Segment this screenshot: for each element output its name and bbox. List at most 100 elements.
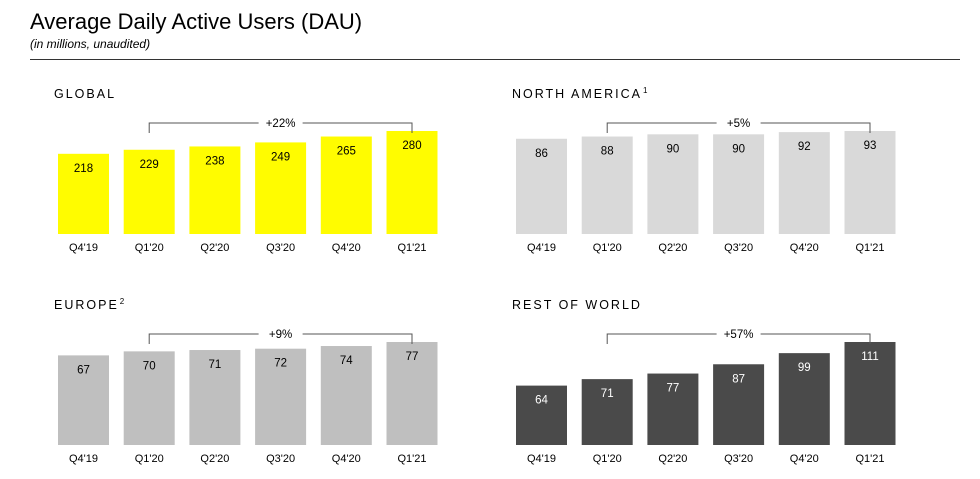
bar [386, 342, 438, 445]
data-label: 280 [402, 140, 421, 152]
growth-label: +5% [727, 118, 750, 130]
bar [58, 355, 109, 445]
tick-label: Q3'20 [266, 453, 295, 465]
tick-label: Q1'20 [593, 453, 622, 465]
chart-rest-of-world: REST OF WORLD 64 Q4'19 71 Q1'20 77 Q2'20 87 Q3'… [512, 297, 952, 477]
data-label: 64 [535, 395, 548, 407]
tick-label: Q1'21 [397, 453, 426, 465]
data-label: 88 [601, 146, 614, 158]
data-label: 93 [864, 140, 877, 152]
tick-label: Q3'20 [724, 453, 753, 465]
bar [713, 364, 765, 445]
chart-north-america: NORTH AMERICA1 86 Q4'19 88 Q1'20 90 Q2'20 90 Q3… [512, 86, 952, 266]
data-label: 74 [340, 355, 353, 367]
chart-title-text: EUROPE [54, 298, 119, 313]
header-divider [30, 59, 960, 60]
bar [255, 348, 307, 445]
chart-title-text: REST OF WORLD [512, 298, 642, 313]
data-label: 92 [798, 141, 811, 153]
bar-chart-svg: 67 Q4'19 70 Q1'20 71 Q2'20 72 Q3'20 74 Q4'20 77 Q1'… [58, 329, 438, 465]
tick-label: Q4'20 [332, 453, 361, 465]
data-label: 86 [535, 148, 548, 160]
growth-bracket [606, 333, 871, 344]
page-subtitle: (in millions, unaudited) [30, 37, 151, 51]
bar [320, 346, 372, 445]
tick-label: Q2'20 [658, 453, 687, 465]
data-label: 229 [140, 159, 159, 171]
tick-label: Q4'19 [527, 242, 556, 254]
bar [778, 353, 830, 445]
tick-label: Q1'21 [397, 242, 426, 254]
bar [647, 373, 699, 445]
data-label: 87 [732, 373, 745, 385]
chart-global: GLOBAL 218 Q4'19 229 Q1'20 238 Q2'20 249 Q3'20 2… [54, 86, 494, 266]
data-label: 249 [271, 151, 290, 163]
tick-label: Q3'20 [266, 242, 295, 254]
tick-label: Q1'20 [593, 242, 622, 254]
growth-label: +57% [724, 329, 754, 341]
tick-label: Q1'20 [135, 453, 164, 465]
tick-label: Q2'20 [658, 242, 687, 254]
bar [189, 350, 241, 445]
chart-footnote-marker: 1 [642, 86, 648, 95]
data-label: 71 [601, 388, 614, 400]
bar [320, 136, 372, 234]
tick-label: Q1'21 [855, 242, 884, 254]
tick-label: Q4'20 [790, 242, 819, 254]
tick-label: Q3'20 [724, 242, 753, 254]
tick-label: Q4'19 [69, 242, 98, 254]
bar [58, 153, 109, 234]
bar [713, 134, 765, 234]
data-label: 218 [74, 163, 93, 175]
bar [255, 142, 307, 234]
data-label: 77 [406, 351, 419, 363]
chart-title: GLOBAL [54, 86, 117, 101]
bar [123, 351, 175, 445]
tick-label: Q1'20 [135, 242, 164, 254]
data-label: 77 [667, 383, 680, 395]
tick-label: Q2'20 [200, 453, 229, 465]
data-label: 99 [798, 362, 811, 374]
bar-chart-svg: 218 Q4'19 229 Q1'20 238 Q2'20 249 Q3'20 265 Q4'20… [58, 118, 438, 254]
tick-label: Q4'19 [527, 453, 556, 465]
chart-title: REST OF WORLD [512, 297, 643, 312]
header: Average Daily Active Users (DAU) (in mil… [30, 8, 362, 51]
bar [581, 379, 633, 445]
chart-title-text: NORTH AMERICA [512, 87, 642, 102]
data-label: 71 [209, 359, 222, 371]
tick-label: Q1'21 [855, 453, 884, 465]
tick-label: Q4'20 [332, 242, 361, 254]
chart-title-text: GLOBAL [54, 87, 117, 102]
data-label: 90 [667, 143, 680, 155]
chart-title: EUROPE2 [54, 297, 124, 312]
bar-chart-svg: 86 Q4'19 88 Q1'20 90 Q2'20 90 Q3'20 92 Q4'20 93 Q1'… [516, 118, 896, 254]
page-title: Average Daily Active Users (DAU) [30, 9, 363, 34]
bar-chart-svg: 64 Q4'19 71 Q1'20 77 Q2'20 87 Q3'20 99 Q4'20 111 Q1… [516, 329, 896, 465]
bar [844, 342, 896, 445]
growth-label: +9% [269, 329, 292, 341]
growth-bracket [606, 122, 871, 133]
chart-footnote-marker: 2 [119, 297, 125, 306]
chart-title: NORTH AMERICA1 [512, 86, 647, 101]
tick-label: Q4'20 [790, 453, 819, 465]
growth-label: +22% [266, 118, 296, 130]
data-label: 238 [205, 155, 224, 167]
bar [778, 132, 830, 234]
tick-label: Q2'20 [200, 242, 229, 254]
bar [189, 146, 241, 234]
data-label: 265 [337, 146, 356, 158]
bar [844, 131, 896, 234]
bar [581, 136, 633, 234]
bar [647, 134, 699, 234]
growth-bracket [148, 122, 413, 133]
bar [386, 131, 438, 234]
bar [516, 138, 567, 234]
chart-europe: EUROPE2 67 Q4'19 70 Q1'20 71 Q2'20 72 Q3'20 74 Q4… [54, 297, 494, 477]
data-label: 67 [77, 364, 90, 376]
growth-bracket [148, 333, 413, 344]
data-label: 90 [732, 143, 745, 155]
tick-label: Q4'19 [69, 453, 98, 465]
bar [516, 385, 567, 445]
data-label: 72 [274, 358, 287, 370]
data-label: 70 [143, 360, 156, 372]
